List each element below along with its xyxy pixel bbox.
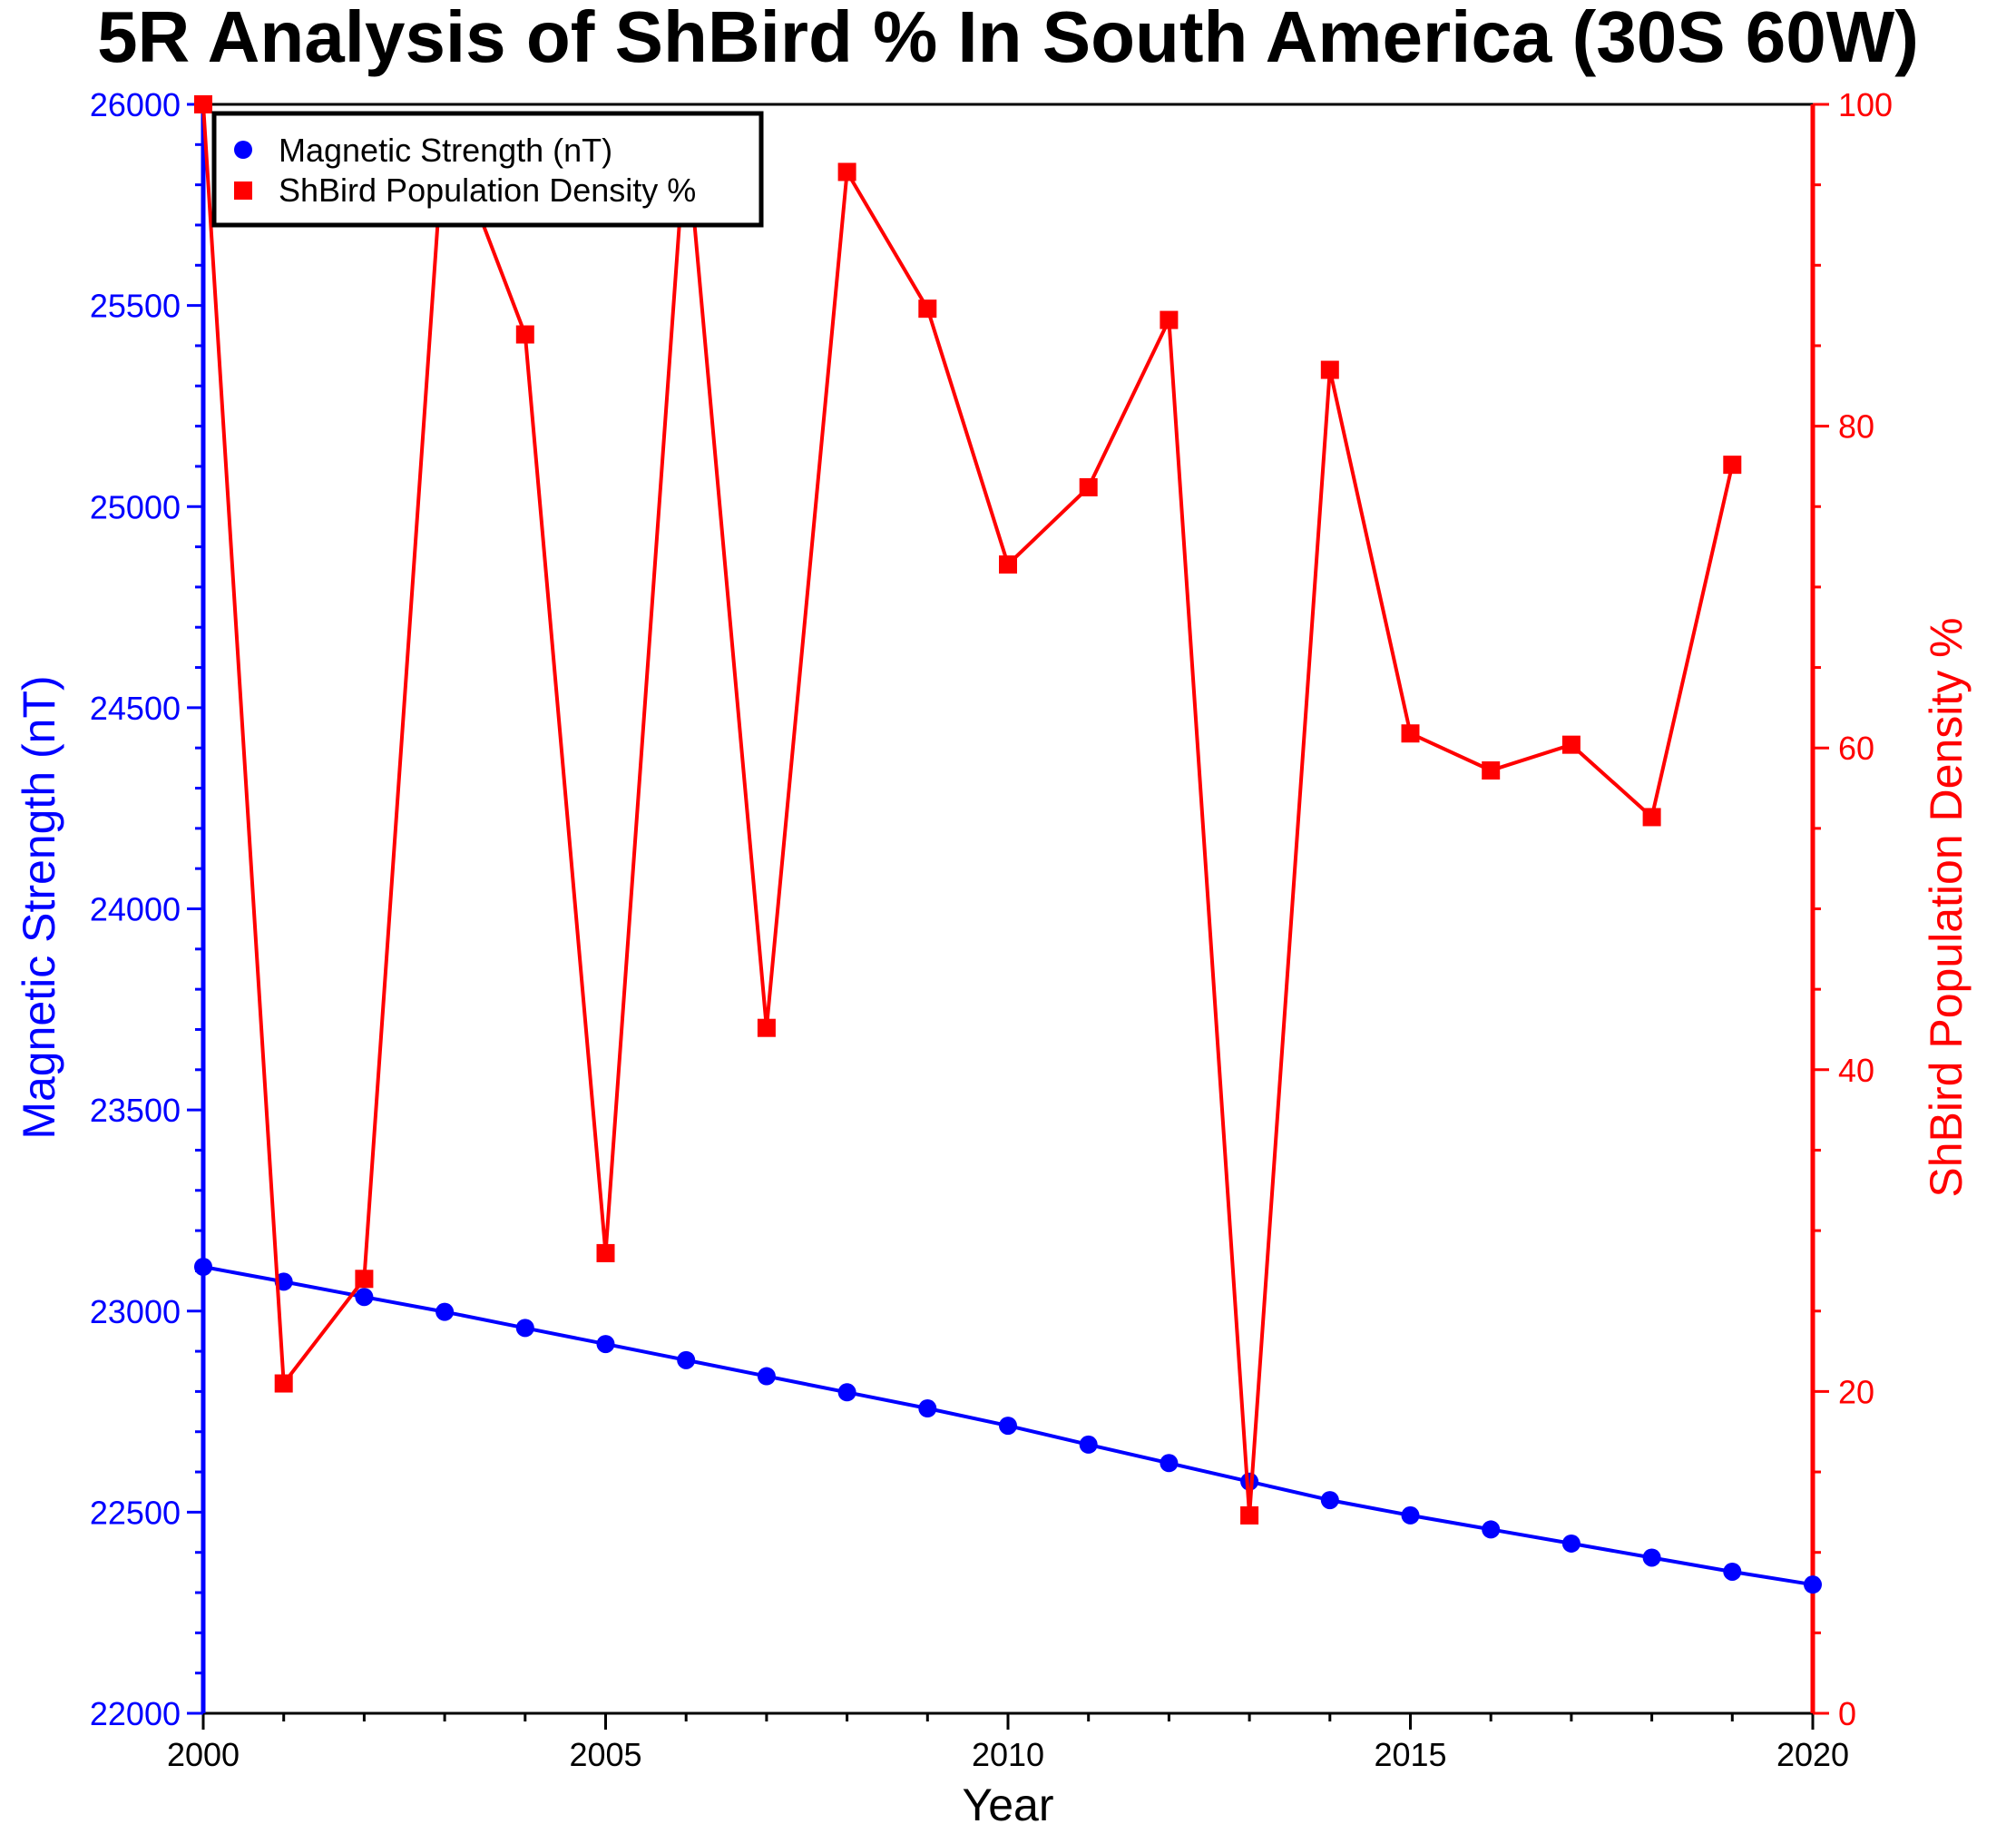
magnetic-point [194, 1257, 212, 1276]
x-tick-label: 2010 [972, 1736, 1044, 1773]
x-axis-label: Year [962, 1780, 1053, 1824]
shbird-point [999, 555, 1017, 574]
magnetic-point [918, 1399, 937, 1418]
left-tick-label: 22000 [90, 1695, 181, 1732]
magnetic-point [1160, 1454, 1179, 1473]
magnetic-point [435, 1302, 455, 1321]
shbird-series-line [201, 103, 1735, 1517]
shbird-point [1401, 724, 1420, 743]
shbird-point [1079, 477, 1098, 496]
legend-marker-magnetic [234, 141, 252, 159]
shbird-point [1240, 1505, 1259, 1525]
magnetic-point [515, 1319, 534, 1338]
magnetic-point [1804, 1575, 1822, 1594]
shbird-point [274, 1374, 293, 1393]
magnetic-point [677, 1350, 696, 1369]
x-tick-label: 2015 [1374, 1736, 1446, 1773]
right-tick-label: 20 [1838, 1373, 1874, 1410]
magnetic-point [1320, 1491, 1339, 1510]
legend-box [211, 111, 764, 228]
legend-label-shbird: ShBird Population Density % [279, 172, 696, 209]
left-axis-label: Magnetic Strength (nT) [14, 675, 64, 1139]
right-tick-label: 40 [1838, 1052, 1874, 1089]
magnetic-point [1723, 1562, 1742, 1581]
magnetic-point [999, 1417, 1017, 1436]
left-tick-label: 25500 [90, 288, 181, 325]
right-tick-label: 100 [1838, 86, 1893, 123]
magnetic-point [837, 1383, 856, 1402]
right-tick-label: 0 [1838, 1695, 1856, 1732]
shbird-point [837, 162, 856, 181]
right-axis-ticks: 0 20 40 60 80 100 [1813, 86, 1893, 1732]
magnetic-point [1401, 1505, 1420, 1525]
shbird-point [355, 1270, 374, 1289]
legend: Magnetic Strength (nT) ShBird Population… [211, 111, 764, 228]
shbird-point [1642, 808, 1661, 827]
chart-title: 5R Analysis of ShBird % In South America… [97, 0, 1919, 77]
right-tick-label: 60 [1838, 730, 1874, 767]
left-axis-ticks: 22000 22500 23000 23500 24000 24500 25000 25500… [90, 86, 203, 1732]
left-tick-label: 23000 [90, 1293, 181, 1330]
left-tick-label: 22500 [90, 1494, 181, 1531]
shbird-point [1561, 735, 1581, 754]
left-tick-label: 25000 [90, 488, 181, 525]
x-tick-label: 2005 [569, 1736, 641, 1773]
right-tick-label: 80 [1838, 408, 1874, 446]
magnetic-point [596, 1335, 615, 1354]
shbird-point [596, 1243, 615, 1262]
plot-frame [201, 103, 1815, 1715]
shbird-point [515, 325, 534, 344]
legend-label-magnetic: Magnetic Strength (nT) [279, 132, 612, 169]
magnetic-point [355, 1288, 374, 1307]
shbird-point [1320, 360, 1339, 379]
series-layer [194, 95, 1822, 1594]
shbird-point [757, 1018, 776, 1037]
shbird-point [1482, 761, 1501, 780]
shbird-point [1160, 310, 1179, 329]
right-axis-label: ShBird Population Density % [1921, 617, 1972, 1197]
x-tick-label: 2020 [1776, 1736, 1849, 1773]
shbird-point [1723, 456, 1742, 475]
left-tick-label: 26000 [90, 86, 181, 123]
left-tick-label: 23500 [90, 1092, 181, 1129]
magnetic-point [1482, 1520, 1501, 1539]
x-tick-label: 2000 [167, 1736, 240, 1773]
legend-marker-shbird [234, 181, 252, 200]
magnetic-point [757, 1367, 776, 1386]
magnetic-point [1079, 1435, 1098, 1454]
left-tick-label: 24500 [90, 690, 181, 727]
shbird-point [918, 299, 937, 319]
left-tick-label: 24000 [90, 891, 181, 928]
magnetic-point [1561, 1534, 1581, 1553]
shbird-point [194, 95, 212, 113]
x-axis-ticks: 2000 2005 2010 2015 2020 [167, 1713, 1849, 1773]
magnetic-point [1240, 1472, 1259, 1491]
magnetic-point [1642, 1548, 1661, 1567]
